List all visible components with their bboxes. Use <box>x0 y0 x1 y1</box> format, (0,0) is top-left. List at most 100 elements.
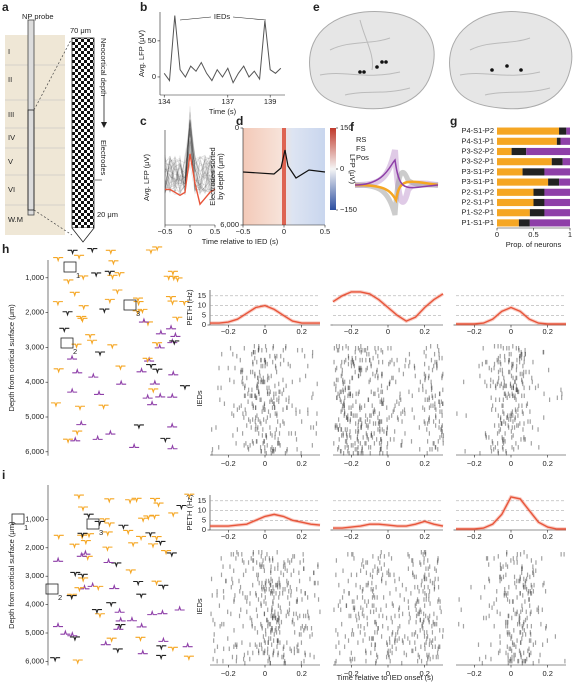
raster-tick <box>364 441 366 446</box>
raster-tick <box>527 591 529 596</box>
raster-tick <box>393 572 395 578</box>
raster-tick <box>522 582 524 588</box>
raster-tick <box>420 658 423 664</box>
raster-tick <box>425 353 427 359</box>
raster-tick <box>244 385 246 391</box>
raster-tick <box>275 615 277 621</box>
raster-tick <box>530 638 532 643</box>
raster-tick <box>214 648 216 654</box>
raster-tick <box>260 357 262 363</box>
x-tick-label: 0.2 <box>296 532 306 541</box>
raster-tick <box>367 397 370 403</box>
raster-tick <box>240 369 242 375</box>
raster-tick <box>530 558 532 563</box>
raster-tick <box>221 621 223 627</box>
raster-tick <box>256 630 259 635</box>
raster-tick <box>419 617 421 623</box>
probe-title: NP probe <box>22 12 54 21</box>
raster-tick <box>348 451 350 456</box>
raster-tick <box>343 403 345 408</box>
raster-tick <box>401 443 403 448</box>
bar-segment <box>529 209 545 217</box>
raster-tick <box>527 648 529 654</box>
raster-tick <box>407 636 409 641</box>
y-tick-label: 4,000 <box>25 377 44 386</box>
raster-tick <box>380 383 383 389</box>
raster-tick <box>260 363 262 369</box>
raster-tick <box>520 437 522 442</box>
raster-tick <box>513 652 515 658</box>
x-tick-label: 0 <box>495 230 499 239</box>
raster-tick <box>386 650 389 656</box>
legend-entry: Pos <box>356 153 369 162</box>
raster-tick <box>247 417 250 422</box>
raster-tick <box>252 349 255 355</box>
raster-tick <box>414 603 416 608</box>
raster-tick <box>519 640 522 645</box>
raster-tick <box>239 584 242 590</box>
raster-tick <box>351 357 354 363</box>
raster-tick <box>524 351 526 357</box>
raster-tick <box>434 401 436 406</box>
raster-tick <box>511 634 513 639</box>
raster-tick <box>258 580 260 586</box>
bar-segment <box>497 168 523 176</box>
raster-tick <box>503 383 505 389</box>
raster-tick <box>270 564 272 569</box>
raster-tick <box>270 609 273 615</box>
raster-tick <box>277 419 279 424</box>
raster-tick <box>513 425 516 430</box>
x-tick-label: 0 <box>509 669 513 678</box>
raster-tick <box>423 371 425 377</box>
raster-tick <box>338 582 340 588</box>
raster-tick <box>426 634 429 639</box>
raster-tick <box>503 437 505 442</box>
raster-tick <box>254 393 256 399</box>
raster-tick <box>463 379 465 385</box>
raster-tick <box>239 357 241 363</box>
raster-tick <box>425 597 427 602</box>
raster-tick <box>236 427 238 432</box>
raster-tick <box>511 361 513 367</box>
raster-tick <box>488 603 490 608</box>
raster-tick <box>381 371 383 377</box>
raster-tick <box>365 441 367 446</box>
raster-tick <box>382 359 384 365</box>
raster-tick <box>433 584 436 590</box>
raster-tick <box>359 584 361 590</box>
raster-tick <box>249 591 251 596</box>
raster-tick <box>309 652 311 658</box>
raster-tick <box>513 642 515 647</box>
raster-tick <box>508 345 510 351</box>
raster-tick <box>509 383 512 389</box>
raster-tick <box>275 591 277 596</box>
raster-tick <box>374 630 376 635</box>
raster-tick <box>439 403 441 408</box>
raster-tick <box>415 607 417 613</box>
raster-tick <box>490 449 493 454</box>
raster-tick <box>529 409 531 414</box>
raster-tick <box>277 441 279 446</box>
raster-tick <box>370 636 373 641</box>
unit-waveform <box>67 249 78 256</box>
raster-tick <box>351 375 354 381</box>
raster-tick <box>229 345 232 351</box>
raster-tick <box>428 405 431 410</box>
raster-tick <box>219 397 221 403</box>
raster-tick <box>342 568 344 573</box>
raster-tick <box>510 658 512 664</box>
raster-tick <box>442 437 444 442</box>
raster-tick <box>367 599 370 604</box>
raster-tick <box>335 658 337 664</box>
raster-tick <box>283 421 285 426</box>
raster-tick <box>423 634 426 639</box>
raster-tick <box>417 584 419 590</box>
raster-tick <box>382 451 384 456</box>
raster-tick <box>367 425 369 430</box>
raster-tick <box>300 660 303 666</box>
raster-tick <box>347 345 349 351</box>
raster-tick <box>227 609 229 615</box>
raster-tick <box>257 347 260 353</box>
raster-tick <box>369 413 371 418</box>
